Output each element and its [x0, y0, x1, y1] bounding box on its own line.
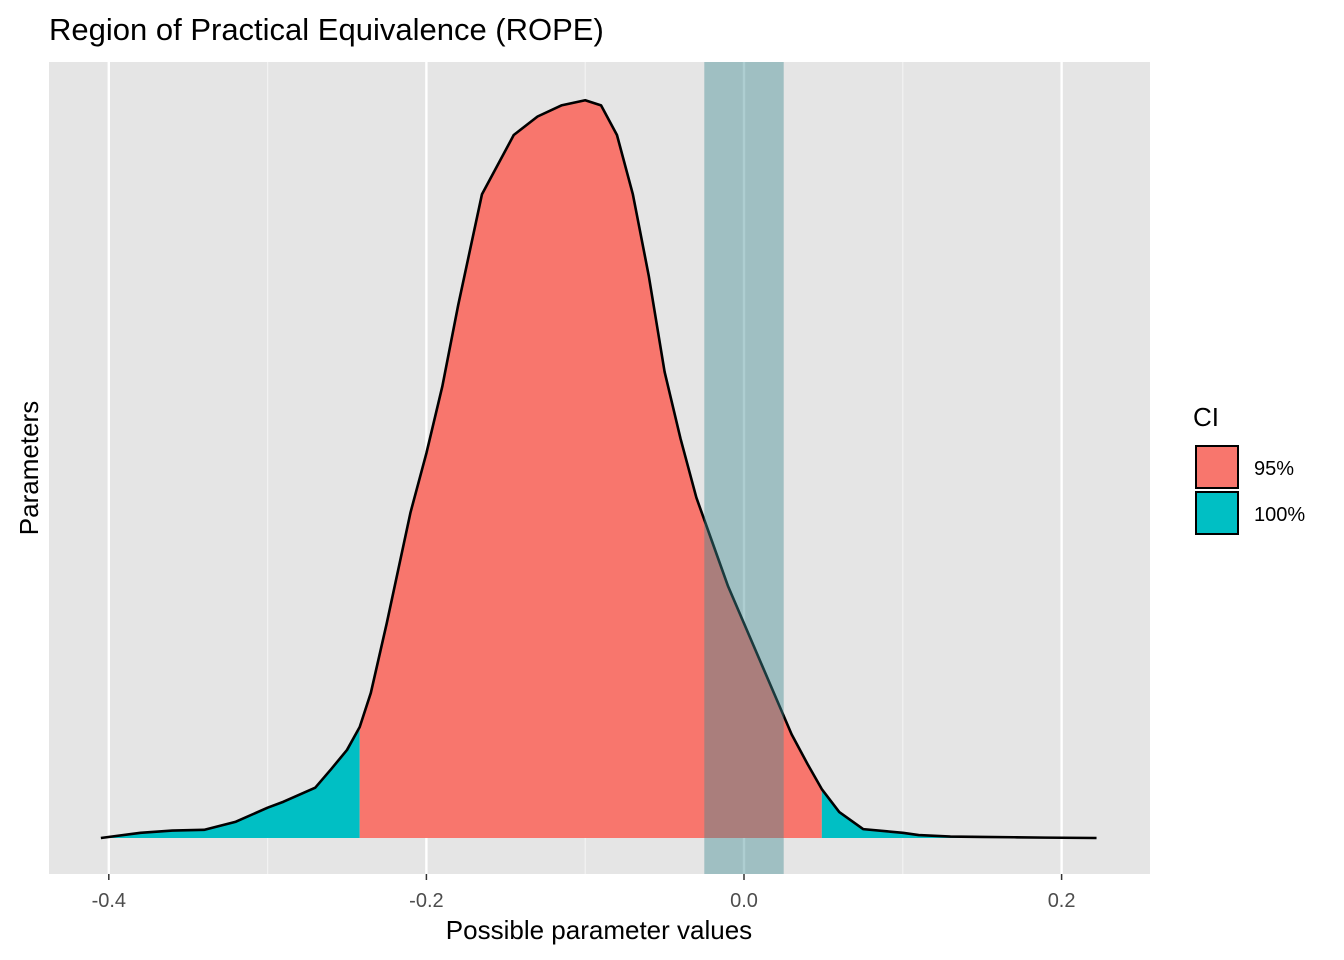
x-tick-label: 0.0	[730, 890, 758, 912]
x-axis-label: Possible parameter values	[446, 915, 752, 945]
legend-label: 100%	[1254, 504, 1305, 526]
density-area-100-right	[821, 789, 1097, 838]
legend-key-100	[1195, 491, 1239, 535]
x-tick-label: 0.2	[1048, 890, 1076, 912]
legend: CI 95% 100%	[1193, 402, 1305, 535]
density-layer	[100, 98, 1097, 840]
density-area-95	[359, 100, 822, 839]
chart-title: Region of Practical Equivalence (ROPE)	[49, 12, 604, 47]
x-axis: -0.4 -0.2 0.0 0.2	[92, 874, 1076, 912]
density-outline	[100, 98, 1097, 840]
rope-layer	[704, 62, 784, 874]
legend-key-95	[1195, 445, 1239, 489]
density-area-100-left	[100, 727, 360, 838]
legend-title: CI	[1193, 402, 1219, 432]
legend-label: 95%	[1254, 458, 1294, 480]
x-tick-label: -0.4	[92, 890, 126, 912]
x-tick-label: -0.2	[409, 890, 443, 912]
rope-band	[704, 62, 784, 874]
legend-entries: 95% 100%	[1195, 445, 1305, 535]
y-axis-label: Parameters	[14, 401, 44, 535]
